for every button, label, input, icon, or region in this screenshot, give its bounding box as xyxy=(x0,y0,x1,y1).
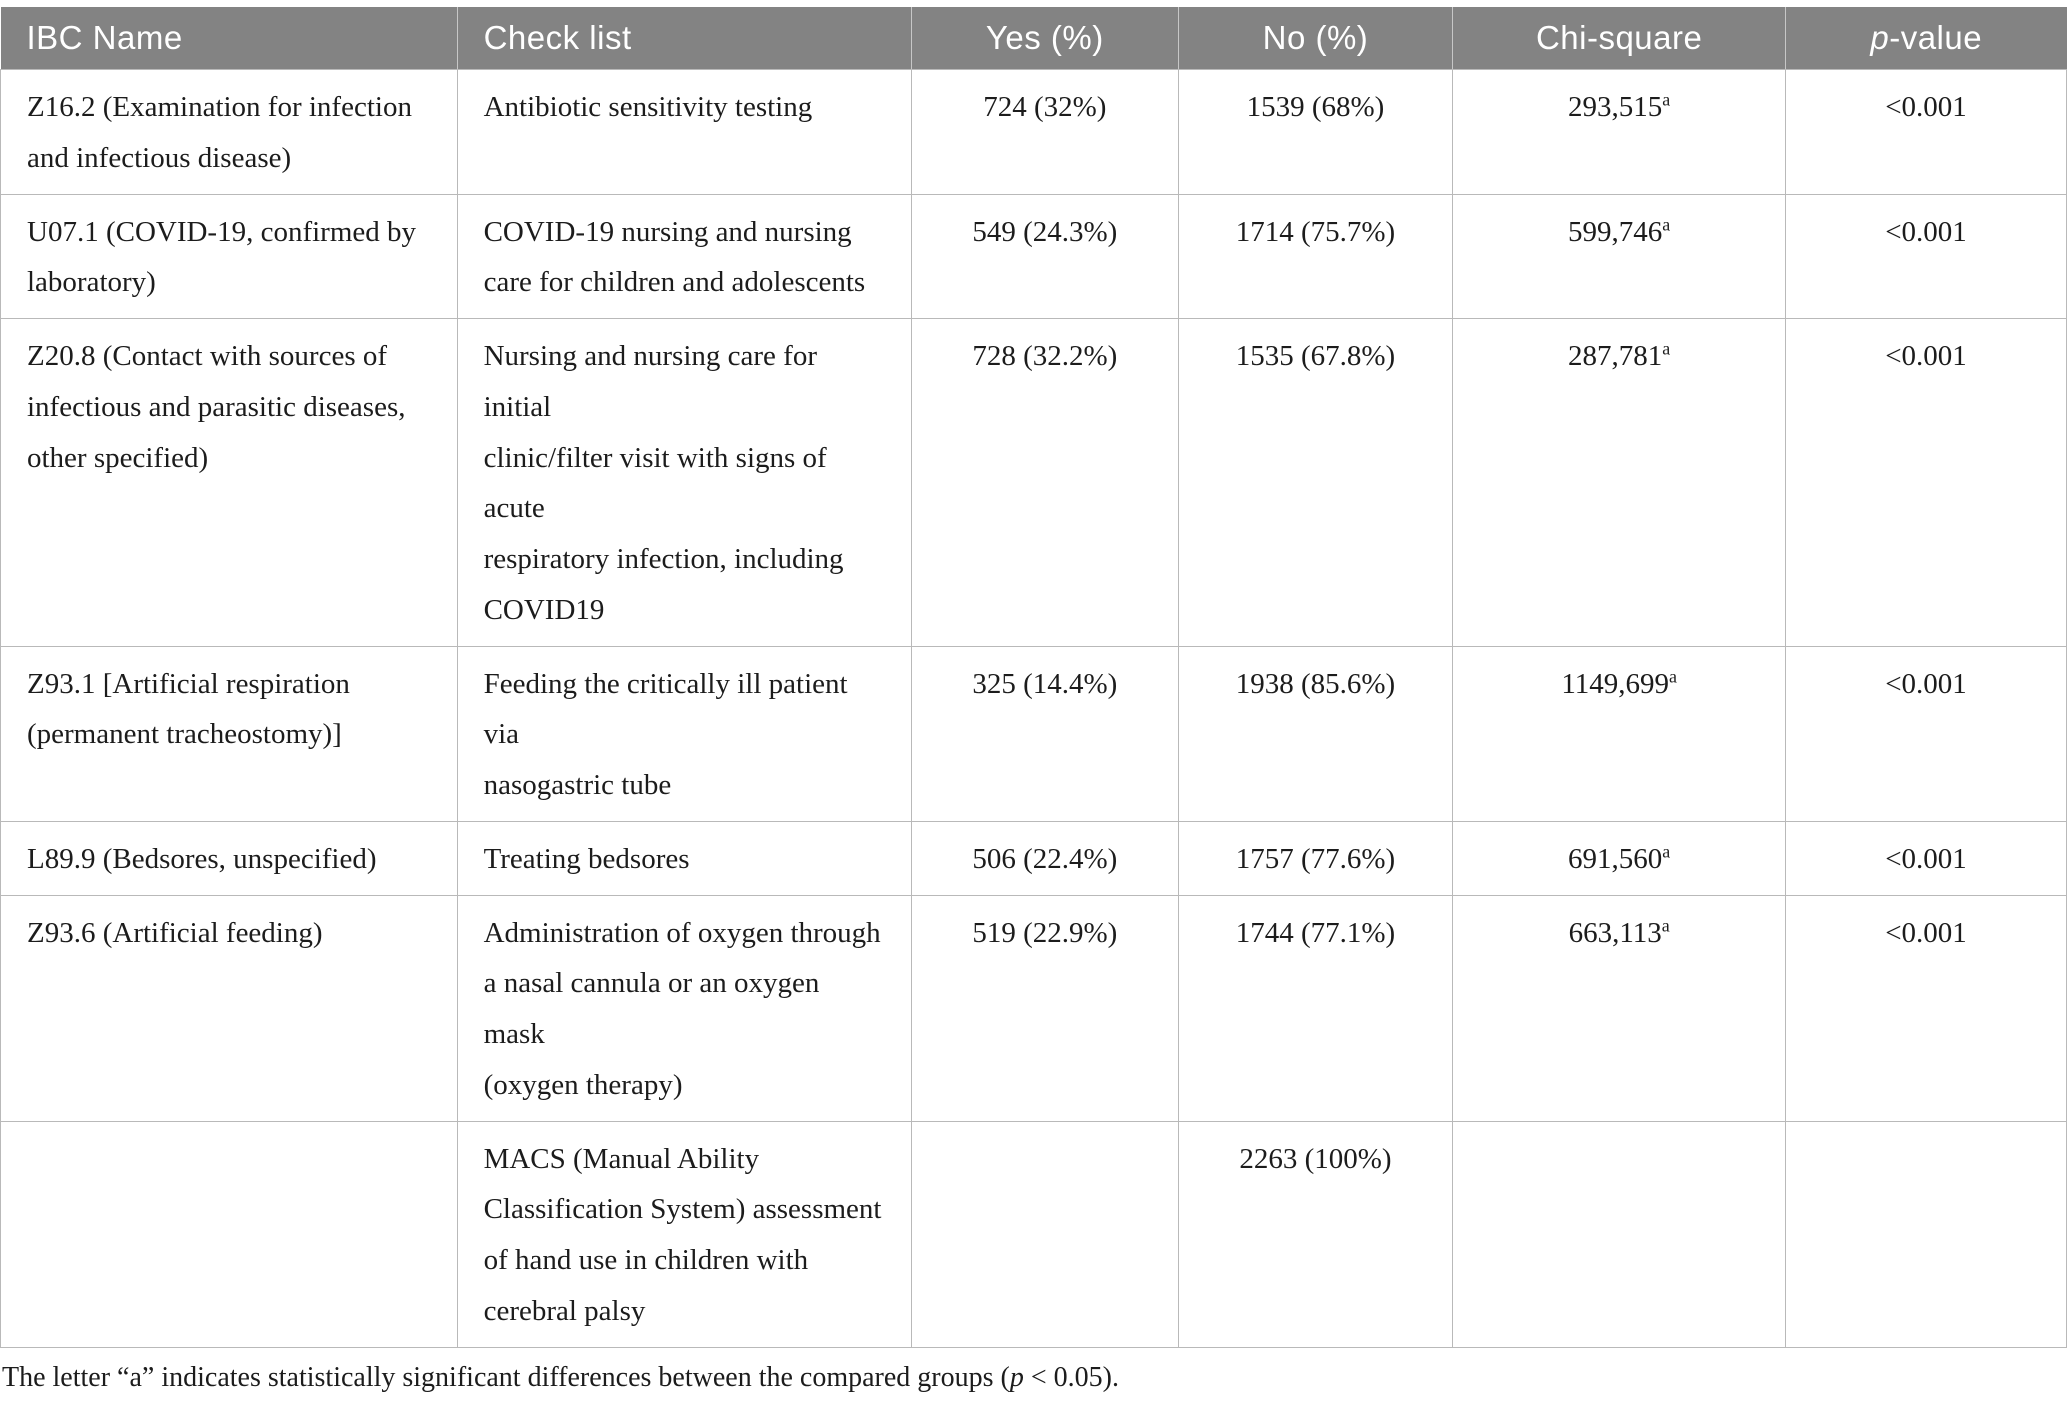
chi-superscript: a xyxy=(1661,914,1670,935)
cell-yes xyxy=(911,1120,1179,1348)
column-header-yes-percent: Yes (%) xyxy=(911,7,1179,70)
column-header-p-value: p-value xyxy=(1785,7,2067,70)
table-row: Z93.6 (Artificial feeding) Administratio… xyxy=(0,894,2067,1122)
table-row: Z16.2 (Examination for infection and inf… xyxy=(0,69,2067,195)
cell-ibc: Z93.1 [Artificial respiration (permanent… xyxy=(0,645,458,822)
cell-p-value: <0.001 xyxy=(1784,318,2067,647)
table-row: Z93.1 [Artificial respiration (permanent… xyxy=(0,645,2067,822)
chi-value: 599,746 xyxy=(1568,215,1663,248)
table-row: MACS (Manual Ability Classification Syst… xyxy=(0,1120,2067,1348)
cell-chi-square xyxy=(1452,1120,1786,1348)
cell-p-value xyxy=(1784,1120,2067,1348)
p-value-italic-p: p xyxy=(1870,19,1890,56)
cell-ibc xyxy=(0,1120,458,1348)
cell-checklist: Antibiotic sensitivity testing xyxy=(456,69,913,195)
column-header-check-list: Check list xyxy=(457,7,913,70)
chi-superscript: a xyxy=(1662,841,1671,862)
table-footnote: The letter “a” indicates statistically s… xyxy=(0,1348,2067,1404)
table-row: U07.1 (COVID-19, confirmed by laboratory… xyxy=(0,193,2067,319)
cell-checklist: Feeding the critically ill patient via n… xyxy=(456,645,913,822)
cell-checklist: Treating bedsores xyxy=(456,820,913,896)
cell-ibc: L89.9 (Bedsores, unspecified) xyxy=(0,820,458,896)
chi-superscript: a xyxy=(1662,338,1671,359)
chi-value: 663,113 xyxy=(1568,916,1662,949)
cell-ibc: Z20.8 (Contact with sources of infectiou… xyxy=(0,318,458,647)
p-value-rest: -value xyxy=(1889,19,1983,56)
column-header-chi-square: Chi-square xyxy=(1452,7,1786,70)
results-table: IBC Name Check list Yes (%) No (%) Chi-s… xyxy=(0,7,2067,1348)
footnote-italic-p: p xyxy=(1009,1361,1024,1393)
chi-value: 287,781 xyxy=(1568,340,1663,372)
cell-ibc: Z93.6 (Artificial feeding) xyxy=(0,894,458,1122)
cell-chi-square: 691,560a xyxy=(1452,820,1786,896)
cell-yes: 506 (22.4%) xyxy=(911,820,1179,896)
chi-superscript: a xyxy=(1662,89,1671,110)
column-header-no-percent: No (%) xyxy=(1178,7,1454,70)
footnote-text-end: < 0.05). xyxy=(1023,1361,1119,1393)
cell-no: 1938 (85.6%) xyxy=(1177,645,1454,822)
cell-chi-square: 599,746a xyxy=(1452,193,1786,319)
cell-checklist: MACS (Manual Ability Classification Syst… xyxy=(456,1120,913,1348)
chi-value: 691,560 xyxy=(1568,842,1663,875)
cell-no: 1535 (67.8%) xyxy=(1177,318,1454,647)
cell-chi-square: 293,515a xyxy=(1452,69,1786,195)
footnote-text: The letter “a” indicates statistically s… xyxy=(2,1361,1010,1393)
cell-p-value: <0.001 xyxy=(1784,69,2067,195)
cell-no: 1744 (77.1%) xyxy=(1177,894,1454,1122)
cell-yes: 325 (14.4%) xyxy=(911,645,1179,822)
cell-no: 1757 (77.6%) xyxy=(1177,820,1454,896)
cell-no: 2263 (100%) xyxy=(1177,1120,1454,1348)
header-row: IBC Name Check list Yes (%) No (%) Chi-s… xyxy=(0,7,2067,70)
chi-superscript: a xyxy=(1669,665,1677,686)
cell-no: 1714 (75.7%) xyxy=(1177,193,1454,319)
chi-value: 293,515 xyxy=(1568,91,1663,123)
table-row: L89.9 (Bedsores, unspecified) Treating b… xyxy=(0,820,2067,896)
cell-ibc: Z16.2 (Examination for infection and inf… xyxy=(0,69,458,195)
cell-p-value: <0.001 xyxy=(1784,645,2067,822)
chi-superscript: a xyxy=(1662,213,1671,234)
cell-chi-square: 663,113a xyxy=(1452,894,1786,1122)
cell-yes: 724 (32%) xyxy=(911,69,1179,195)
cell-checklist: Nursing and nursing care for initial cli… xyxy=(456,318,913,647)
cell-p-value: <0.001 xyxy=(1784,193,2067,319)
cell-chi-square: 1149,699a xyxy=(1452,645,1786,822)
cell-ibc: U07.1 (COVID-19, confirmed by laboratory… xyxy=(0,193,458,319)
table-row: Z20.8 (Contact with sources of infectiou… xyxy=(0,318,2067,647)
cell-p-value: <0.001 xyxy=(1784,820,2067,896)
cell-checklist: COVID-19 nursing and nursing care for ch… xyxy=(456,193,913,319)
chi-value: 1149,699 xyxy=(1561,667,1670,700)
column-header-ibc-name: IBC Name xyxy=(0,7,458,70)
cell-p-value: <0.001 xyxy=(1784,894,2067,1122)
cell-no: 1539 (68%) xyxy=(1177,69,1454,195)
cell-yes: 549 (24.3%) xyxy=(911,193,1179,319)
cell-yes: 519 (22.9%) xyxy=(911,894,1179,1122)
cell-yes: 728 (32.2%) xyxy=(911,318,1179,647)
cell-chi-square: 287,781a xyxy=(1452,318,1786,647)
cell-checklist: Administration of oxygen through a nasal… xyxy=(456,894,913,1122)
